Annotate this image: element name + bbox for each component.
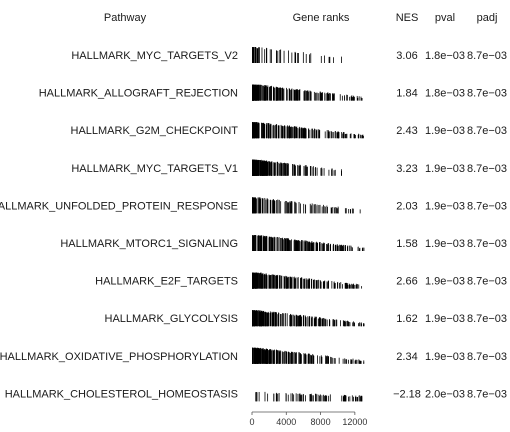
gene-rank-barcode [252,159,342,176]
header-nes: NES [396,12,419,24]
nes-value: 2.03 [396,200,417,212]
header-pathway: Pathway [104,12,147,24]
padj-value: 8.7e−03 [467,388,507,400]
pathway-name: HALLMARK_MYC_TARGETS_V1 [71,163,238,175]
pathway-row: HALLMARK_CHOLESTEROL_HOMEOSTASIS −2.18 2.0… [5,388,507,402]
padj-value: 8.7e−03 [467,88,507,100]
nes-value: −2.18 [393,388,421,400]
axis-tick-label: 4000 [276,417,296,427]
gene-rank-axis: 0 4000 8000 12000 [249,411,367,427]
padj-value: 8.7e−03 [467,200,507,212]
pathway-row: HALLMARK_E2F_TARGETS 2.66 1.9e−03 8.7e−03 [95,272,507,289]
axis-tick-label: 8000 [311,417,331,427]
gene-rank-barcode [252,272,363,289]
nes-value: 3.06 [396,50,417,62]
axis-tick-label: 12000 [342,417,367,427]
padj-value: 8.7e−03 [467,125,507,137]
nes-value: 3.23 [396,163,417,175]
gene-rank-barcode [255,391,363,402]
nes-value: 2.43 [396,125,417,137]
pval-value: 2.0e−03 [425,388,465,400]
pathway-row: HALLMARK_GLYCOLYSIS 1.62 1.9e−03 8.7e−03 [105,310,507,327]
pval-value: 1.9e−03 [425,125,465,137]
pathway-name: HALLMARK_CHOLESTEROL_HOMEOSTASIS [5,388,238,400]
nes-value: 2.34 [396,351,417,363]
pval-value: 1.9e−03 [425,163,465,175]
pathway-row: HALLMARK_ALLOGRAFT_REJECTION 1.84 1.8e−03 8… [39,84,507,101]
header-row: Pathway Gene ranks NES pval padj [104,12,498,24]
nes-value: 1.84 [396,88,417,100]
pathway-name: HALLMARK_MYC_TARGETS_V2 [71,50,238,62]
pval-value: 1.9e−03 [425,351,465,363]
nes-value: 1.62 [396,313,417,325]
pathway-name: HALLMARK_ALLOGRAFT_REJECTION [39,88,238,100]
gene-rank-barcode [252,310,365,327]
nes-value: 2.66 [396,276,417,288]
gene-rank-barcode [252,197,361,214]
header-padj: padj [477,12,498,24]
nes-value: 1.58 [396,238,417,250]
axis-tick-label: 0 [249,417,254,427]
pval-value: 1.8e−03 [425,88,465,100]
padj-value: 8.7e−03 [467,313,507,325]
gene-rank-barcode [252,84,363,101]
gene-rank-barcode [252,347,365,364]
pval-value: 1.8e−03 [425,50,465,62]
gene-rank-barcode [252,47,342,63]
pathway-name: HALLMARK_OXIDATIVE_PHOSPHORYLATION [0,351,238,363]
header-gene-ranks: Gene ranks [293,12,350,24]
pathway-name: HALLMARK_G2M_CHECKPOINT [71,125,239,137]
padj-value: 8.7e−03 [467,276,507,288]
pathway-row: HALLMARK_MTORC1_SIGNALING 1.58 1.9e−03 8.7e… [60,235,507,251]
pval-value: 1.9e−03 [425,276,465,288]
pathway-row: HALLMARK_MYC_TARGETS_V1 3.23 1.9e−03 8.7e−0… [71,159,507,176]
gene-rank-barcode [252,235,365,251]
pathway-name: HALLMARK_UNFOLDED_PROTEIN_RESPONSE [0,200,238,212]
padj-value: 8.7e−03 [467,50,507,62]
padj-value: 8.7e−03 [467,238,507,250]
pathway-rows: HALLMARK_MYC_TARGETS_V2 3.06 1.8e−03 8.7e−0… [0,47,507,402]
pathway-row: HALLMARK_OXIDATIVE_PHOSPHORYLATION 2.34 1.… [0,347,507,364]
pathway-name: HALLMARK_MTORC1_SIGNALING [60,238,238,250]
pval-value: 1.9e−03 [425,238,465,250]
padj-value: 8.7e−03 [467,351,507,363]
pathway-row: HALLMARK_MYC_TARGETS_V2 3.06 1.8e−03 8.7e−0… [71,47,507,63]
pathway-row: HALLMARK_G2M_CHECKPOINT 2.43 1.9e−03 8.7e−0… [71,122,507,139]
pathway-row: HALLMARK_UNFOLDED_PROTEIN_RESPONSE 2.03 1.… [0,197,507,214]
pval-value: 1.9e−03 [425,313,465,325]
header-pval: pval [435,12,455,24]
pval-value: 1.9e−03 [425,200,465,212]
gene-rank-barcode [252,122,364,139]
pathway-name: HALLMARK_E2F_TARGETS [95,276,238,288]
padj-value: 8.7e−03 [467,163,507,175]
pathway-name: HALLMARK_GLYCOLYSIS [105,313,238,325]
